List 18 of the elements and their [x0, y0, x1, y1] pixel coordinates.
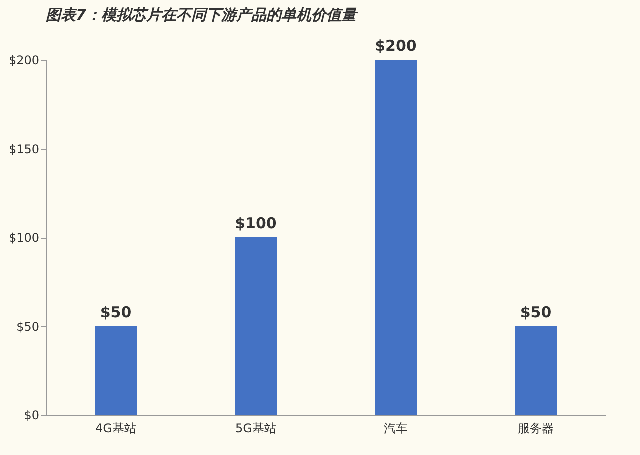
y-tick-label: $0: [24, 408, 40, 422]
x-tick-label: 5G基站: [236, 422, 276, 436]
y-tick-label: $200: [8, 54, 40, 68]
x-tick-label: 服务器: [518, 422, 554, 436]
data-label: $100: [235, 214, 277, 232]
y-tick-label: $150: [8, 142, 40, 156]
bar: [515, 326, 557, 415]
y-tick-label: $50: [16, 320, 40, 334]
chart-title: 图表7：模拟芯片在不同下游产品的单机价值量: [46, 6, 358, 24]
y-tick-label: $100: [8, 231, 40, 245]
x-tick-label: 汽车: [384, 422, 408, 436]
x-tick-label: 4G基站: [96, 422, 136, 436]
data-label: $50: [100, 303, 132, 322]
bar: [95, 326, 137, 415]
data-label: $200: [375, 37, 417, 55]
bar: [235, 238, 277, 415]
data-label: $50: [520, 303, 552, 322]
bar: [375, 60, 417, 415]
